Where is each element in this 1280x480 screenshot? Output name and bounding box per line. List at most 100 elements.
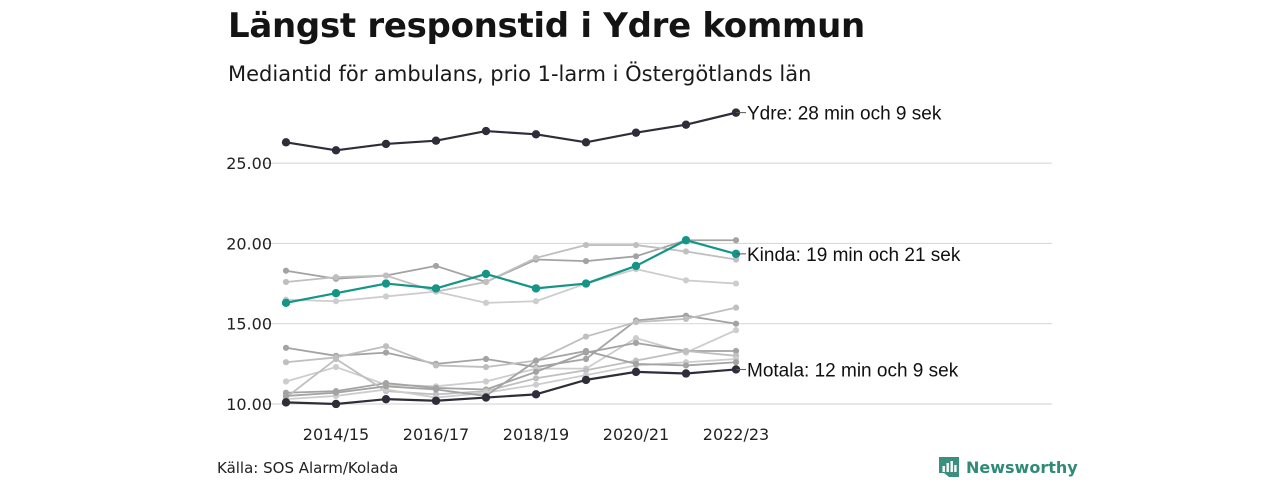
data-point [282, 359, 290, 366]
highlight-series [281, 108, 741, 409]
data-point [732, 237, 740, 244]
data-point [582, 333, 590, 340]
data-point [281, 398, 291, 407]
data-point [631, 261, 641, 271]
grid-lines [262, 162, 1052, 405]
data-point [682, 315, 690, 322]
data-point [382, 343, 390, 350]
x-tick-label: 2018/19 [503, 425, 569, 444]
y-tick-label: 10.00 [226, 395, 272, 414]
annotation-label: Motala: 12 min och 9 sek [747, 360, 959, 381]
data-point [582, 355, 590, 363]
data-point [431, 396, 441, 405]
data-point [581, 375, 591, 385]
data-point [332, 363, 340, 371]
brand-logo: Newsworthy [938, 456, 1078, 478]
data-point [531, 284, 541, 293]
data-point [331, 289, 341, 298]
data-point [332, 389, 340, 396]
data-point [381, 139, 391, 149]
series-line [285, 350, 737, 397]
x-tick-label: 2016/17 [403, 425, 469, 444]
data-point [632, 253, 640, 260]
series-line [285, 111, 737, 152]
data-point [532, 254, 540, 261]
data-point [431, 284, 441, 293]
data-point [481, 269, 491, 279]
data-point [732, 359, 740, 366]
data-point [281, 138, 291, 147]
data-point [631, 128, 641, 137]
data-point [332, 274, 340, 281]
data-point [482, 378, 490, 385]
series-other-7 [282, 304, 740, 371]
data-point [632, 241, 640, 249]
data-point [382, 293, 390, 300]
series-line [285, 244, 737, 293]
data-point [732, 256, 740, 263]
data-point [432, 386, 440, 393]
data-point [581, 138, 591, 147]
data-point [532, 357, 540, 364]
data-point [681, 236, 691, 245]
data-point [582, 367, 590, 374]
data-point [532, 381, 540, 388]
data-point [632, 335, 640, 342]
data-point [531, 130, 541, 139]
x-axis-ticks: 2014/15 2016/17 2018/19 2020/21 2022/23 [303, 425, 769, 444]
source-note: Källa: SOS Alarm/Kolada [217, 459, 399, 477]
data-point [332, 298, 340, 305]
data-point [282, 344, 290, 351]
x-tick-label: 2022/23 [703, 425, 769, 444]
data-point [581, 279, 591, 288]
x-tick-label: 2020/21 [603, 425, 669, 444]
data-point [732, 304, 740, 311]
annotation-label: Ydre: 28 min och 9 sek [747, 104, 942, 125]
data-point [532, 375, 540, 382]
data-point [532, 298, 540, 305]
data-point [582, 258, 590, 265]
data-point [282, 278, 290, 286]
y-axis-ticks: 10.00 15.00 20.00 25.00 [226, 154, 272, 414]
data-point [482, 278, 490, 286]
data-point [482, 299, 490, 306]
data-point [482, 363, 490, 371]
x-tick-label: 2014/15 [303, 425, 369, 444]
series-line [285, 306, 737, 368]
data-point [432, 362, 440, 369]
series-kinda [281, 236, 741, 308]
data-point [282, 378, 290, 385]
data-point [682, 347, 690, 355]
data-point [282, 267, 290, 274]
chart-title: Längst responstid i Ydre kommun [228, 6, 865, 46]
data-point [382, 383, 390, 390]
series-line [285, 239, 737, 304]
series-other-6 [282, 312, 740, 371]
data-point [682, 362, 690, 369]
data-point [332, 355, 340, 363]
series-other-3 [282, 237, 740, 286]
data-point [432, 262, 440, 270]
data-point [681, 369, 691, 378]
data-point [481, 393, 491, 402]
data-point [481, 126, 491, 136]
data-point [331, 146, 341, 155]
data-point [732, 280, 740, 287]
data-point [531, 390, 541, 399]
brand-name: Newsworthy [966, 457, 1078, 477]
newsworthy-icon [939, 457, 959, 477]
data-point [281, 298, 291, 308]
data-point [631, 367, 641, 377]
series-ydre [281, 108, 741, 155]
data-point [732, 320, 740, 327]
series-other-5 [282, 266, 740, 306]
data-point [632, 339, 640, 347]
y-tick-label: 25.00 [226, 154, 272, 173]
series-line [285, 350, 737, 399]
data-point [381, 279, 391, 288]
data-point [632, 319, 640, 326]
background-series [282, 237, 740, 403]
data-point [732, 347, 740, 355]
data-point [382, 349, 390, 356]
